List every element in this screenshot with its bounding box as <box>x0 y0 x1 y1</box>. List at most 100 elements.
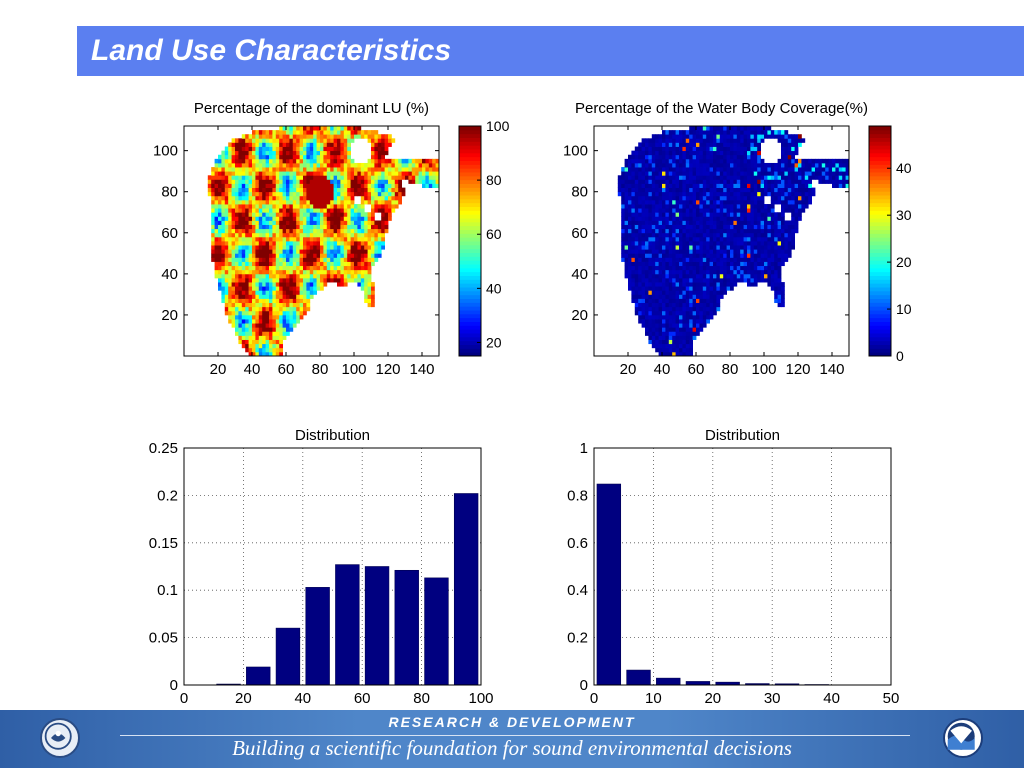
heatmap-cell <box>702 245 707 250</box>
heatmap-cell <box>262 253 266 258</box>
heatmap-cell <box>296 302 300 308</box>
heatmap-cell <box>228 261 232 267</box>
heatmap-cell <box>286 261 290 267</box>
heatmap-cell <box>645 220 649 225</box>
heatmap-cell <box>377 183 382 189</box>
heatmap-cell <box>672 187 676 193</box>
heatmap-cell <box>296 245 300 250</box>
heatmap-cell <box>265 195 270 201</box>
heatmap-cell <box>747 150 751 156</box>
heatmap-cell <box>777 167 782 172</box>
heatmap-cell <box>760 179 765 184</box>
heatmap-cell <box>214 241 219 246</box>
heatmap-cell <box>645 167 649 172</box>
heatmap-cell <box>286 298 290 304</box>
colorbar-tick-label: 0 <box>896 348 904 364</box>
heatmap-cell <box>675 327 680 332</box>
heatmap-cell <box>425 183 430 189</box>
bar <box>394 569 419 686</box>
heatmap-cell <box>801 208 806 213</box>
heatmap-cell <box>662 269 666 275</box>
heatmap-cell <box>689 212 693 217</box>
heatmap-cell <box>377 171 382 176</box>
heatmap-cell <box>357 162 362 168</box>
heatmap-cell <box>736 183 741 189</box>
heatmap-cell <box>692 224 697 230</box>
heatmap-cell <box>747 212 751 217</box>
heatmap-cell <box>665 220 670 225</box>
heatmap-cell <box>675 142 680 147</box>
heatmap-cell <box>306 253 311 258</box>
heatmap-cell <box>364 277 368 283</box>
heatmap-cell <box>255 171 260 176</box>
heatmap-cell <box>303 236 307 242</box>
heatmap-cell <box>394 167 399 172</box>
heatmap-cell <box>706 220 710 225</box>
heatmap-cell <box>651 204 656 209</box>
heatmap-cell <box>425 162 430 168</box>
heatmap-cell <box>333 208 338 213</box>
heatmap-cell <box>747 224 751 230</box>
heatmap-cell <box>662 351 666 357</box>
heatmap-cell <box>689 343 693 349</box>
heatmap-cell <box>726 245 731 250</box>
heatmap-cell <box>282 142 287 147</box>
heatmap-cell <box>275 154 280 160</box>
heatmap-cell <box>692 314 697 320</box>
heatmap-cell <box>764 204 768 209</box>
heatmap-cell <box>309 158 314 164</box>
heatmap-cell <box>320 167 324 172</box>
heatmap-cell <box>743 265 748 271</box>
heatmap-cell <box>360 204 365 209</box>
heatmap-cell <box>224 306 229 312</box>
heatmap-cell <box>645 323 649 328</box>
heatmap-cell <box>634 187 639 193</box>
heatmap-cell <box>238 167 243 172</box>
heatmap-cell <box>221 241 226 246</box>
heatmap-cell <box>685 162 690 168</box>
heatmap-cell <box>675 224 680 230</box>
heatmap-cell <box>388 208 392 213</box>
heatmap-cell <box>665 261 670 267</box>
heatmap-cell <box>364 236 368 242</box>
heatmap-cell <box>279 130 283 135</box>
heatmap-cell <box>245 154 249 160</box>
chart-title: Percentage of the dominant LU (%) <box>194 100 429 117</box>
heatmap-cell <box>207 175 212 180</box>
heatmap-cell <box>306 249 311 254</box>
heatmap-cell <box>699 150 704 156</box>
heatmap-cell <box>265 306 270 312</box>
heatmap-cell <box>781 199 785 205</box>
heatmap-cell <box>651 138 656 143</box>
heatmap-cell <box>235 150 239 156</box>
heatmap-cell <box>238 286 243 291</box>
y-tick-label: 0.25 <box>149 440 178 457</box>
heatmap-cell <box>289 261 294 267</box>
heatmap-cell <box>624 245 629 250</box>
colorbar-segment <box>459 302 481 307</box>
heatmap-cell <box>313 286 317 291</box>
heatmap-cell <box>398 199 402 205</box>
heatmap-cell <box>350 253 355 258</box>
heatmap-cell <box>238 142 243 147</box>
heatmap-cell <box>224 261 229 267</box>
heatmap-cell <box>289 257 294 262</box>
heatmap-cell <box>733 134 738 139</box>
heatmap-cell <box>794 195 799 201</box>
heatmap-cell <box>272 204 277 209</box>
heatmap-cell <box>377 199 382 205</box>
heatmap-cell <box>750 146 755 152</box>
y-tick-label: 100 <box>153 143 178 160</box>
heatmap-cell <box>658 224 663 230</box>
heatmap-cell <box>719 224 724 230</box>
heatmap-cell <box>296 269 300 275</box>
heatmap-cell <box>316 130 321 135</box>
heatmap-cell <box>651 146 656 152</box>
heatmap-cell <box>645 158 649 164</box>
heatmap-cell <box>675 298 680 304</box>
heatmap-cell <box>658 302 663 308</box>
heatmap-cell <box>218 257 222 262</box>
heatmap-cell <box>638 314 642 320</box>
heatmap-cell <box>333 175 338 180</box>
heatmap-cell <box>306 277 311 283</box>
